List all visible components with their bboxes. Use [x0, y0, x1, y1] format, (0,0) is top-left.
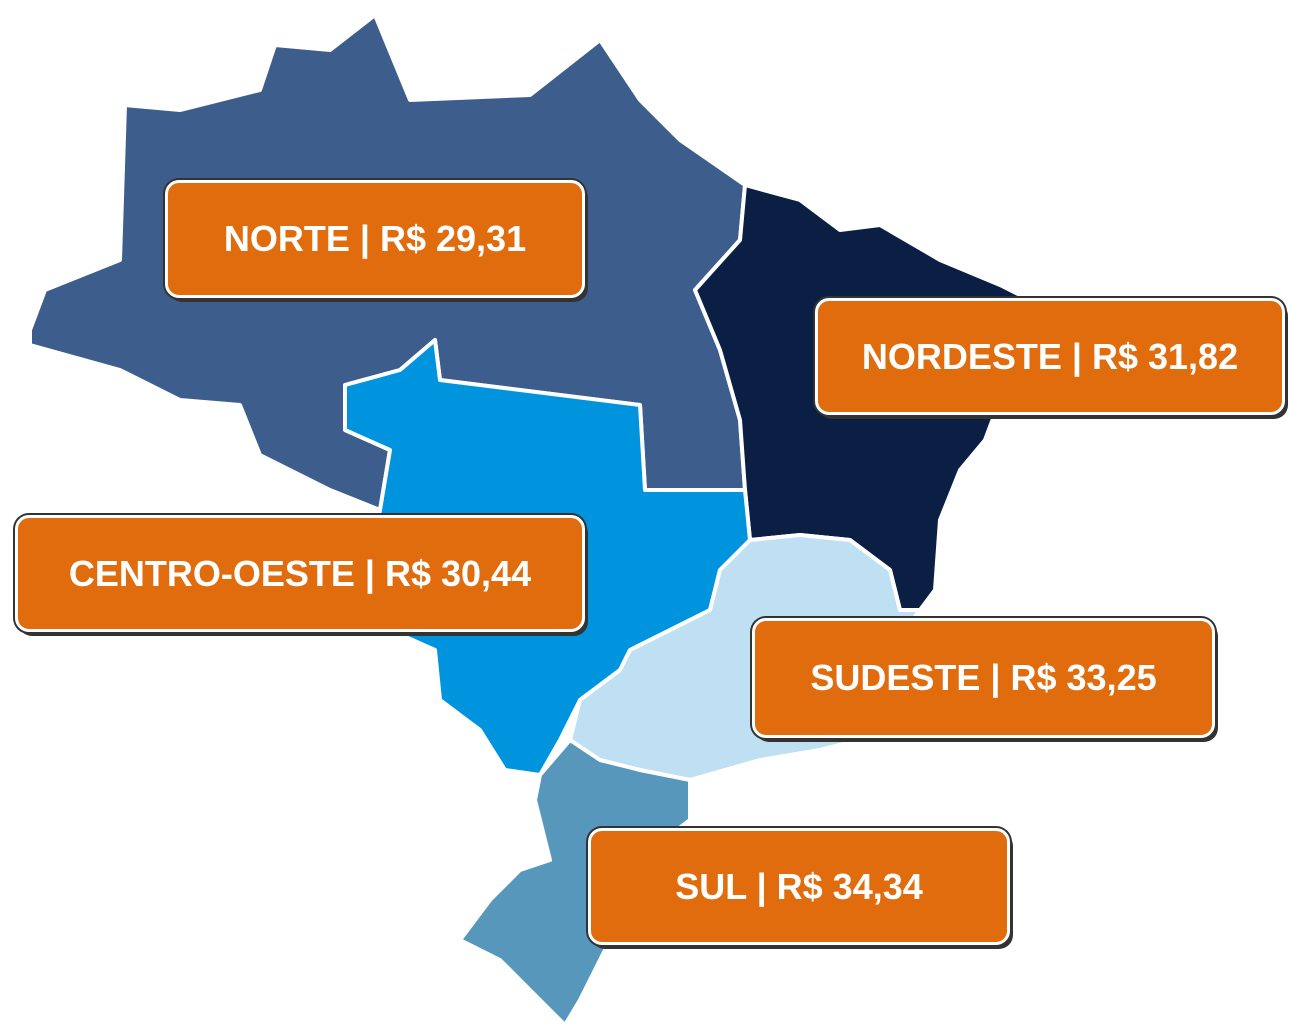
- region-label: SUL | R$ 34,34: [588, 828, 1010, 945]
- region-sul: [458, 738, 692, 1027]
- region-label: CENTRO-OESTE | R$ 30,44: [15, 515, 585, 632]
- region-label: SUDESTE | R$ 33,25: [752, 618, 1215, 738]
- region-label: NORTE | R$ 29,31: [165, 180, 585, 298]
- region-label: NORDESTE | R$ 31,82: [815, 298, 1285, 415]
